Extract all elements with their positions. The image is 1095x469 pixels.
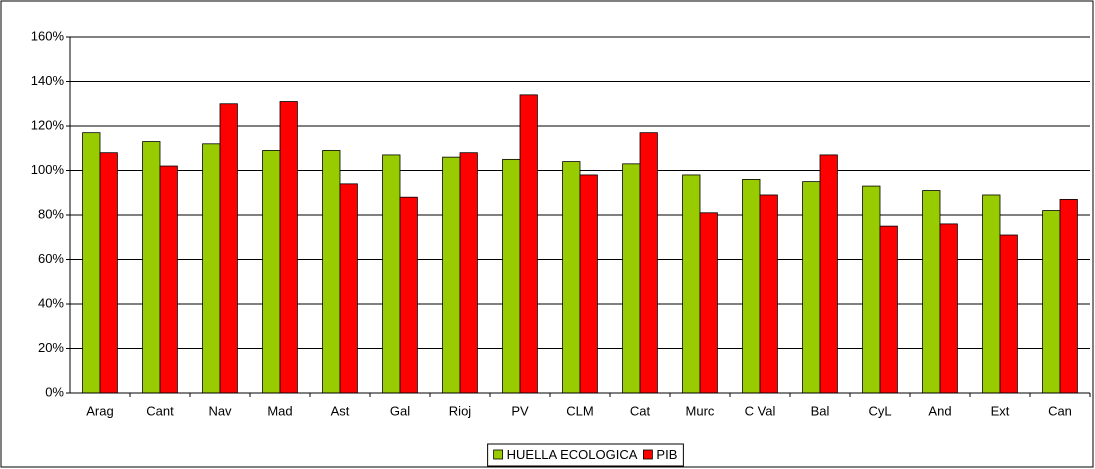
bar xyxy=(82,132,101,394)
x-tick-label: CyL xyxy=(868,403,891,418)
bar xyxy=(982,194,1001,394)
bar xyxy=(939,223,958,394)
x-tick-label: Ast xyxy=(331,403,350,418)
legend-label: PIB xyxy=(656,447,677,462)
x-tick-label: And xyxy=(928,403,951,418)
x-tick-label: Murc xyxy=(686,403,715,418)
y-tick-label: 140% xyxy=(31,73,65,88)
legend-box xyxy=(487,443,684,467)
y-tick-label: 80% xyxy=(38,206,64,221)
bar xyxy=(99,152,118,394)
bar xyxy=(399,196,418,394)
y-tick-label: 160% xyxy=(31,28,65,43)
x-tick-label: Rioj xyxy=(449,403,472,418)
bar xyxy=(159,165,178,394)
bar xyxy=(562,161,581,394)
bar xyxy=(279,101,298,394)
bar xyxy=(682,174,701,394)
x-tick-label: Arag xyxy=(86,403,113,418)
x-tick-label: Can xyxy=(1048,403,1072,418)
x-tick-label: Mad xyxy=(267,403,292,418)
x-tick-label: Bal xyxy=(811,403,830,418)
y-tick-label: 20% xyxy=(38,340,64,355)
bar xyxy=(862,185,881,394)
bar xyxy=(819,154,838,394)
bar xyxy=(502,158,521,394)
bar xyxy=(142,141,161,394)
x-tick-label: Ext xyxy=(991,403,1010,418)
y-tick-label: 100% xyxy=(31,162,65,177)
bar xyxy=(1042,210,1061,394)
bar xyxy=(202,143,221,394)
bar xyxy=(699,212,718,394)
legend-swatch xyxy=(493,449,504,460)
x-tick-label: Gal xyxy=(390,403,410,418)
bar xyxy=(579,174,598,394)
x-tick-label: CLM xyxy=(566,403,593,418)
bar xyxy=(382,154,401,394)
bar xyxy=(802,181,821,394)
y-tick-label: 0% xyxy=(45,384,64,399)
bar xyxy=(759,194,778,394)
x-tick-label: C Val xyxy=(745,403,776,418)
bar xyxy=(519,94,538,394)
bar xyxy=(1059,199,1078,394)
bar xyxy=(922,190,941,394)
bar xyxy=(999,234,1018,394)
x-tick-label: Cant xyxy=(146,403,174,418)
x-tick-label: PV xyxy=(511,403,529,418)
y-tick-label: 40% xyxy=(38,295,64,310)
bar xyxy=(322,150,341,394)
bar xyxy=(742,178,761,394)
bar xyxy=(459,152,478,394)
legend-label: HUELLA ECOLOGICA xyxy=(507,447,638,462)
bar xyxy=(879,225,898,394)
x-tick-label: Cat xyxy=(630,403,651,418)
bar xyxy=(622,163,641,394)
legend-swatch xyxy=(643,449,653,460)
bar xyxy=(442,156,461,394)
bar xyxy=(339,183,358,394)
x-tick-label: Nav xyxy=(208,403,232,418)
y-tick-label: 120% xyxy=(31,117,65,132)
y-tick-label: 60% xyxy=(38,251,64,266)
bar xyxy=(262,150,281,394)
bar xyxy=(639,132,658,394)
bar xyxy=(219,103,238,394)
